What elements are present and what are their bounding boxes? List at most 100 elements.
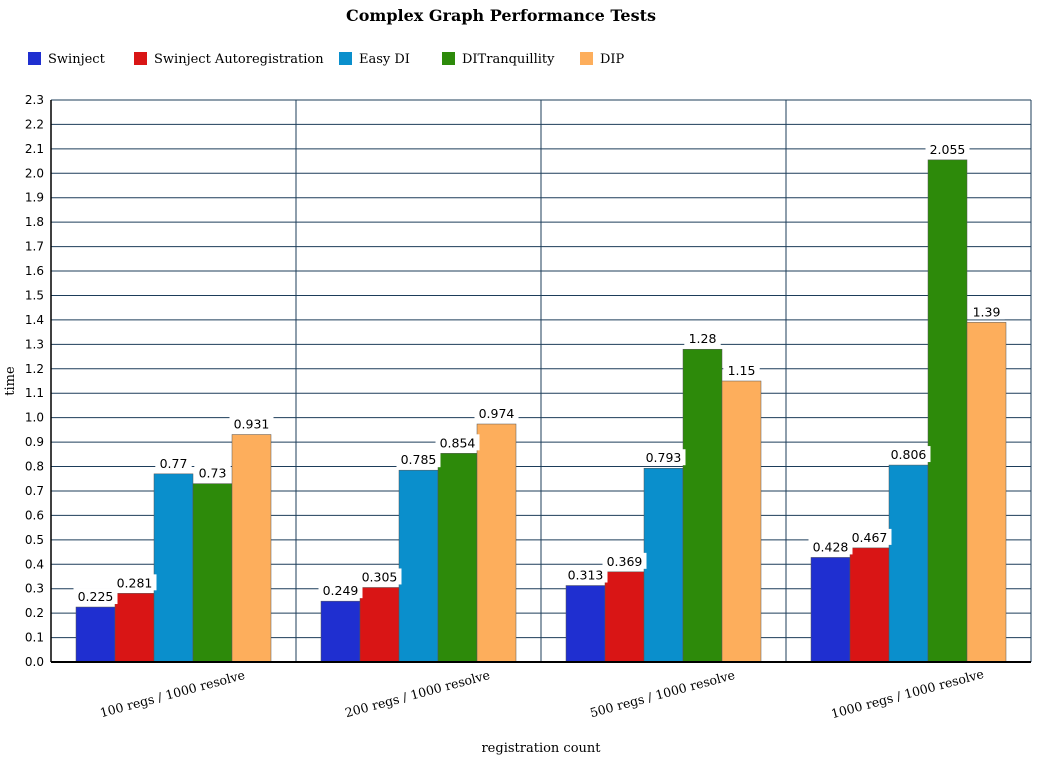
y-tick-label: 0.4: [25, 557, 44, 571]
legend-label-ditranquillity: DITranquillity: [462, 52, 555, 67]
data-label: 0.249: [323, 583, 359, 598]
y-tick-label: 0.3: [25, 582, 44, 596]
legend-swatch-easy-di: [339, 52, 352, 65]
x-axis-label: registration count: [481, 741, 601, 756]
y-tick-label: 1.3: [25, 337, 44, 351]
data-label-bg: [474, 405, 519, 422]
legend-label-swinject-autoregistration: Swinject Autoregistration: [154, 52, 324, 67]
y-tick-label: 1.6: [25, 264, 44, 278]
bar-easy-di: [643, 467, 684, 663]
bar-dip: [476, 423, 517, 663]
data-label: 1.39: [973, 304, 1001, 319]
category-labels: 100 regs / 1000 resolve 200 regs / 1000 r…: [98, 666, 985, 721]
data-label-bg: [684, 330, 721, 347]
data-label: 0.793: [646, 450, 682, 465]
data-label: 0.225: [78, 589, 114, 604]
axes: [50, 99, 1032, 663]
chart-title: Complex Graph Performance Tests: [346, 6, 656, 25]
y-tick-label: 2.3: [25, 93, 44, 107]
bar-dip: [231, 434, 272, 663]
y-tick-label: 2.0: [25, 166, 44, 180]
data-label-bg: [155, 454, 192, 471]
y-tick-label: 1.9: [25, 191, 44, 205]
bars: [75, 159, 1007, 663]
y-tick-label: 1.7: [25, 240, 44, 254]
data-label: 0.281: [117, 575, 153, 590]
data-label: 2.055: [930, 142, 966, 157]
x-tick-label: 500 regs / 1000 resolve: [588, 667, 736, 720]
bar-ditranquillity: [682, 348, 723, 663]
data-label: 0.313: [568, 568, 604, 583]
data-label: 0.73: [199, 466, 227, 481]
legend-swatch-ditranquillity: [442, 52, 455, 65]
bar-swinject-autoregistration: [114, 593, 155, 663]
data-label: 0.77: [160, 456, 188, 471]
y-tick-label: 0.2: [25, 606, 44, 620]
data-label: 0.305: [362, 569, 398, 584]
bar-swinject: [320, 600, 361, 663]
data-label: 0.428: [813, 539, 849, 554]
bar-easy-di: [888, 464, 929, 663]
data-label-bg: [73, 588, 118, 605]
data-label-bg: [396, 451, 441, 468]
data-label-bg: [968, 303, 1005, 320]
data-label-bg: [641, 449, 686, 466]
data-label-bg: [435, 434, 480, 451]
bar-swinject: [565, 585, 606, 663]
data-label: 1.28: [689, 331, 717, 346]
data-label: 0.854: [440, 435, 476, 450]
bar-easy-di: [153, 473, 194, 663]
bar-easy-di: [398, 469, 439, 663]
y-tick-label: 2.1: [25, 142, 44, 156]
y-tick-label: 1.4: [25, 313, 44, 327]
y-tick-label: 1.1: [25, 386, 44, 400]
data-label-bg: [318, 582, 363, 599]
legend-label-easy-di: Easy DI: [359, 52, 410, 67]
legend-swatch-swinject: [28, 52, 41, 65]
data-label: 0.467: [852, 530, 888, 545]
x-tick-label: 200 regs / 1000 resolve: [343, 667, 491, 720]
data-label: 0.974: [479, 406, 515, 421]
y-tick-label: 1.8: [25, 215, 44, 229]
data-label: 0.785: [401, 452, 437, 467]
x-tick-label: 100 regs / 1000 resolve: [98, 667, 246, 720]
data-label-bg: [886, 446, 931, 463]
data-labels: 0.2250.2810.770.730.9310.2490.3050.7850.…: [73, 140, 1005, 605]
legend-swatch-dip: [580, 52, 593, 65]
legend: Swinject Swinject Autoregistration Easy DI…: [28, 52, 625, 67]
data-label-bg: [112, 574, 157, 591]
y-tick-label: 0.6: [25, 508, 44, 522]
legend-label-swinject: Swinject: [48, 52, 106, 67]
y-tick-label: 0.1: [25, 631, 44, 645]
data-label-bg: [357, 568, 402, 585]
bar-dip: [721, 380, 762, 663]
data-label-bg: [723, 362, 760, 378]
data-label: 0.806: [891, 447, 927, 462]
data-label-bg: [194, 464, 231, 481]
y-tick-label: 1.0: [25, 411, 44, 425]
y-tick-label: 0.5: [25, 533, 44, 547]
y-tick-label: 0.0: [25, 655, 44, 669]
bar-swinject: [75, 606, 116, 663]
data-label: 0.931: [234, 417, 270, 432]
legend-swatch-swinject-autoregistration: [134, 52, 147, 65]
bar-ditranquillity: [927, 159, 968, 663]
bar-swinject: [810, 557, 851, 663]
data-label-bg: [925, 140, 970, 157]
data-label-bg: [847, 528, 892, 545]
bar-ditranquillity: [437, 453, 478, 663]
data-label-bg: [563, 566, 608, 583]
bar-swinject-autoregistration: [604, 571, 645, 663]
data-label-bg: [602, 552, 647, 569]
legend-label-dip: DIP: [600, 52, 625, 67]
y-tick-label: 1.2: [25, 362, 44, 376]
data-label-bg: [229, 415, 274, 432]
y-axis-label: time: [3, 366, 18, 396]
data-label-bg: [808, 538, 853, 555]
bar-swinject-autoregistration: [849, 547, 890, 663]
y-tick-label: 1.5: [25, 288, 44, 302]
bar-ditranquillity: [192, 483, 233, 663]
y-tick-label: 0.8: [25, 460, 44, 474]
y-tick-label: 0.7: [25, 484, 44, 498]
